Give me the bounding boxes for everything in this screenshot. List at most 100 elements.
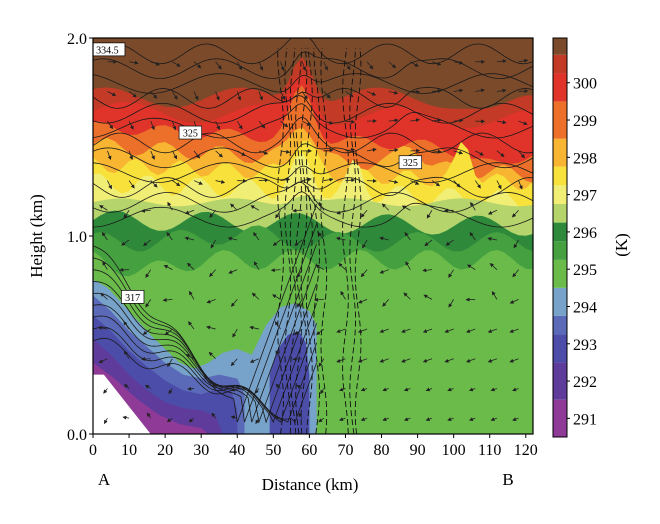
wind-vector-153 (345, 119, 356, 124)
contour-label-1: 325 (403, 158, 418, 169)
wind-vector-105 (275, 383, 281, 389)
wind-vector-205 (431, 118, 442, 123)
wind-vector-143 (339, 417, 346, 421)
wind-vector-236 (487, 358, 498, 363)
colorbar-tick-label-296: 296 (573, 225, 597, 242)
wind-vector-64 (193, 61, 202, 69)
wind-vector-224 (466, 328, 476, 333)
wind-vector-149 (335, 236, 346, 241)
streak-5 (306, 47, 313, 434)
wind-vector-169 (382, 417, 389, 421)
wind-vector-59 (184, 209, 195, 215)
x-tick-label-80: 80 (374, 442, 390, 459)
wind-vector-128 (301, 91, 308, 100)
wind-vector-251 (509, 298, 519, 304)
wind-vector-201 (424, 239, 433, 247)
y-tick-label-2: 2.0 (67, 31, 87, 48)
colorbar-tick-label-295: 295 (573, 262, 597, 279)
wind-vector-130 (318, 417, 325, 423)
wind-vector-23 (128, 120, 134, 130)
y-axis: 0.0 1.0 2.0 (67, 31, 93, 444)
wind-vector-155 (345, 61, 351, 71)
wind-vector-203 (431, 180, 441, 187)
streak-8 (342, 47, 349, 434)
wind-vector-228 (470, 201, 476, 211)
wind-vector-163 (360, 209, 368, 218)
wind-vector-198 (422, 328, 433, 333)
wind-vector-162 (362, 239, 368, 249)
x-tick-label-120: 120 (514, 442, 538, 459)
wind-vector-139 (323, 148, 334, 153)
wind-vector-19 (121, 239, 130, 246)
wind-vector-129 (301, 61, 307, 71)
wind-vector-95 (251, 292, 260, 300)
wind-vector-84 (227, 236, 238, 241)
contour-upper-10 (93, 181, 533, 213)
wind-vector-117 (298, 412, 303, 419)
colorbar-tick-label-297: 297 (573, 188, 597, 205)
wind-vector-151 (345, 178, 356, 183)
wind-vector-76 (215, 91, 220, 101)
wind-vector-123 (294, 239, 303, 246)
contour-label-3: 334.5 (96, 45, 119, 56)
wind-vector-1 (103, 388, 108, 394)
wind-vector-32 (143, 239, 151, 247)
wind-vector-61 (193, 150, 200, 159)
wind-vector-119 (292, 357, 303, 362)
wind-vector-247 (512, 417, 519, 421)
wind-vector-6 (101, 231, 108, 241)
wind-vector-87 (237, 150, 246, 156)
wind-vector-26 (146, 412, 152, 419)
wind-vector-180 (388, 90, 399, 95)
wind-vector-229 (474, 180, 481, 189)
wind-vector-134 (314, 297, 324, 302)
colorbar-tick-label-291: 291 (573, 411, 597, 428)
wind-vector-259 (518, 58, 529, 63)
wind-vector-92 (254, 388, 260, 394)
colorbar-segment-0 (553, 399, 567, 437)
wind-vector-252 (512, 269, 519, 278)
wind-vector-49 (171, 121, 177, 131)
contour-label-box-2 (121, 290, 145, 304)
wind-vector-256 (518, 150, 525, 159)
wind-vector-81 (232, 328, 238, 338)
wind-vector-30 (145, 299, 152, 308)
wind-vector-3 (97, 326, 108, 330)
wind-vector-38 (150, 61, 160, 66)
wind-vector-5 (102, 261, 108, 270)
wind-vector-177 (388, 179, 399, 184)
wind-vector-237 (487, 328, 498, 333)
wind-vector-120 (294, 328, 303, 335)
colorbar-tick-label-298: 298 (573, 150, 597, 167)
colorbar-segment-8 (553, 203, 567, 223)
wind-vector-223 (466, 358, 476, 363)
wind-vector-244 (496, 120, 507, 125)
wind-vector-140 (323, 120, 334, 125)
wind-vector-82 (230, 299, 238, 307)
x-tick-label-10: 10 (121, 442, 137, 459)
wind-vector-36 (150, 121, 155, 131)
wind-vector-13 (122, 415, 130, 420)
contour-label-box-3 (93, 42, 126, 57)
wind-vector-161 (360, 269, 368, 278)
wind-vector-199 (423, 294, 433, 300)
wind-vector-48 (171, 150, 178, 160)
contour-slope-6 (93, 315, 317, 423)
wind-vector-44 (163, 265, 173, 271)
wind-vector-39 (166, 417, 173, 423)
wind-vector-204 (431, 149, 442, 154)
wind-vector-154 (345, 91, 354, 97)
wind-vector-50 (172, 91, 178, 100)
wind-vector-90 (236, 61, 243, 71)
wind-vector-9 (107, 150, 112, 161)
wind-vector-29 (142, 328, 151, 335)
wind-vector-138 (323, 177, 334, 182)
wind-vector-197 (422, 358, 433, 363)
streak-7 (320, 47, 328, 434)
wind-vector-212 (448, 299, 454, 308)
contour-slope-7 (93, 326, 317, 423)
colorbar-unit-label: (K) (612, 233, 631, 257)
colorbar-segment-3 (553, 315, 567, 335)
wind-vector-66 (212, 382, 216, 389)
x-tick-label-100: 100 (442, 442, 466, 459)
